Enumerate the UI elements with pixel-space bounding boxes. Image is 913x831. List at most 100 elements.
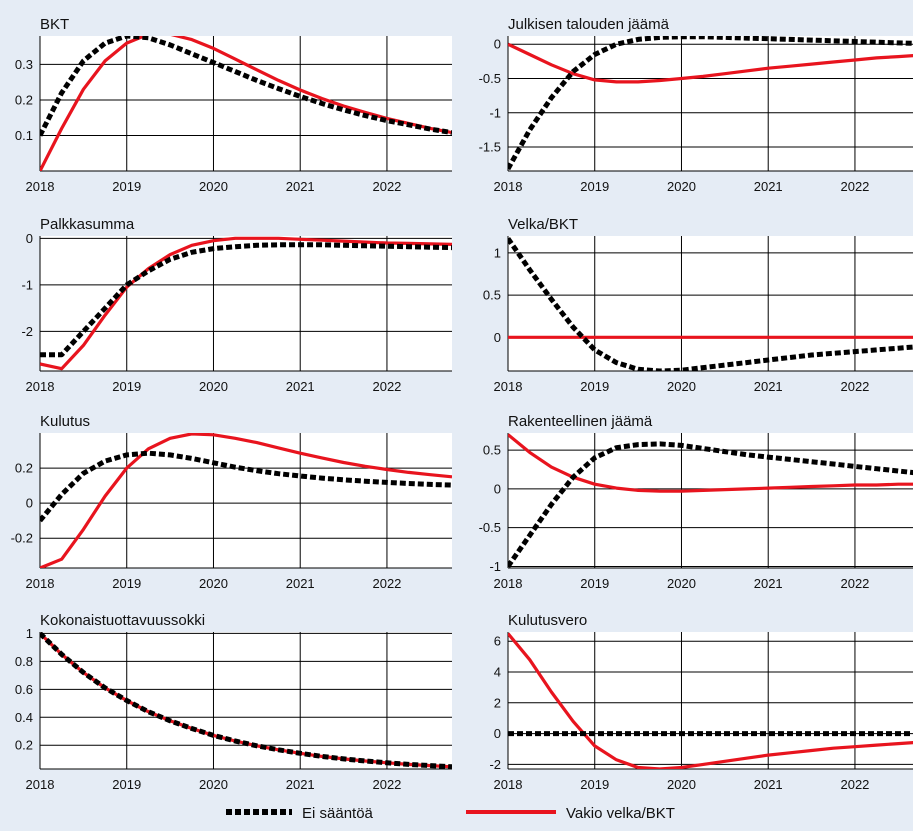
x-tick-label: 2019 bbox=[112, 179, 141, 194]
x-tick-label: 2022 bbox=[840, 179, 869, 194]
series-line-vakio-velka-bkt bbox=[40, 236, 452, 371]
plot-area bbox=[40, 433, 452, 568]
y-tick-label: 0 bbox=[494, 330, 501, 345]
panels: 2018 2019 2020 2021 2022 0.1 0.2 0.3 BKT 2018 2019… bbox=[11, 16, 913, 792]
x-tick-label: 2022 bbox=[840, 576, 869, 591]
y-tick-label: -2 bbox=[21, 324, 33, 339]
y-tick-label: -1 bbox=[489, 559, 501, 574]
plot-area bbox=[508, 236, 913, 371]
panel-title: Kokonaistuottavuussokki bbox=[40, 612, 205, 629]
x-tick-label: 2018 bbox=[26, 576, 55, 591]
x-tick-label: 2021 bbox=[286, 379, 315, 394]
y-tick-label: 0 bbox=[26, 231, 33, 246]
series-line-vakio-velka-bkt bbox=[508, 433, 913, 493]
plot-area bbox=[40, 632, 452, 769]
y-tick-label: 2 bbox=[494, 695, 501, 710]
y-tick-label: -0.5 bbox=[479, 520, 501, 535]
y-tick-label: 0 bbox=[494, 726, 501, 741]
x-tick-label: 2021 bbox=[754, 777, 783, 792]
x-tick-label: 2021 bbox=[754, 379, 783, 394]
x-tick-label: 2022 bbox=[840, 379, 869, 394]
plot-area bbox=[508, 433, 913, 568]
x-tick-label: 2019 bbox=[580, 576, 609, 591]
series-line-ei-saantoa bbox=[40, 242, 452, 358]
plot-area bbox=[40, 236, 452, 371]
chart-panel: 2018 2019 2020 2021 2022 -1 -0.5 0 0.5 Rakenteell… bbox=[479, 413, 913, 591]
x-tick-label: 2018 bbox=[26, 379, 55, 394]
x-tick-label: 2022 bbox=[372, 179, 401, 194]
chart-panel: 2018 2019 2020 2021 2022 0.1 0.2 0.3 BKT bbox=[15, 16, 452, 194]
y-tick-label: 0 bbox=[26, 496, 33, 511]
panel-title: Rakenteellinen jäämä bbox=[508, 413, 653, 430]
series-line-ei-saantoa bbox=[40, 632, 452, 769]
series-line-ei-saantoa bbox=[40, 36, 452, 137]
series-line-ei-saantoa bbox=[40, 450, 452, 523]
series-line-ei-saantoa bbox=[508, 36, 913, 171]
x-tick-label: 2018 bbox=[494, 379, 523, 394]
x-tick-label: 2020 bbox=[667, 777, 696, 792]
y-tick-label: 0.6 bbox=[15, 682, 33, 697]
x-tick-label: 2022 bbox=[840, 777, 869, 792]
x-tick-label: 2022 bbox=[372, 576, 401, 591]
x-tick-label: 2020 bbox=[199, 576, 228, 591]
chart-panel: 2018 2019 2020 2021 2022 -2 0 2 4 6 Kulutusvero bbox=[489, 612, 913, 792]
x-tick-label: 2019 bbox=[580, 379, 609, 394]
series-line-ei-saantoa bbox=[508, 237, 913, 371]
chart-panel: 2018 2019 2020 2021 2022 -2 -1 0 Palkkasumma bbox=[21, 216, 452, 394]
legend-label-ei-saantoa: Ei sääntöä bbox=[302, 805, 374, 822]
y-tick-label: 1 bbox=[494, 245, 501, 260]
y-tick-label: 0.2 bbox=[15, 738, 33, 753]
panel-title: BKT bbox=[40, 16, 69, 33]
x-tick-label: 2019 bbox=[580, 179, 609, 194]
panel-title: Kulutus bbox=[40, 413, 90, 430]
x-tick-label: 2022 bbox=[372, 379, 401, 394]
x-tick-label: 2021 bbox=[754, 179, 783, 194]
x-tick-label: 2020 bbox=[199, 179, 228, 194]
y-tick-label: -0.2 bbox=[11, 531, 33, 546]
chart-panel: 2018 2019 2020 2021 2022 0.2 0.4 0.6 0.8 1 Kokonai… bbox=[15, 612, 452, 792]
x-tick-label: 2020 bbox=[199, 777, 228, 792]
x-tick-label: 2020 bbox=[199, 379, 228, 394]
plot-area bbox=[40, 36, 452, 171]
x-tick-label: 2020 bbox=[667, 179, 696, 194]
x-tick-label: 2018 bbox=[494, 179, 523, 194]
y-tick-label: 0.5 bbox=[483, 443, 501, 458]
y-tick-label: 0.3 bbox=[15, 57, 33, 72]
y-tick-label: -1 bbox=[489, 105, 501, 120]
x-tick-label: 2018 bbox=[494, 576, 523, 591]
panel-title: Kulutusvero bbox=[508, 612, 587, 629]
panel-title: Velka/BKT bbox=[508, 216, 578, 233]
chart-panel: 2018 2019 2020 2021 2022 -0.2 0 0.2 Kulutus bbox=[11, 413, 452, 591]
x-tick-label: 2020 bbox=[667, 576, 696, 591]
x-tick-label: 2019 bbox=[112, 777, 141, 792]
x-tick-label: 2019 bbox=[580, 777, 609, 792]
x-tick-label: 2019 bbox=[112, 576, 141, 591]
y-tick-label: 0 bbox=[494, 37, 501, 52]
legend-label-vakio-velka-bkt: Vakio velka/BKT bbox=[566, 805, 675, 822]
y-tick-label: -2 bbox=[489, 757, 501, 772]
y-tick-label: 0.8 bbox=[15, 654, 33, 669]
y-tick-label: 4 bbox=[494, 665, 501, 680]
y-tick-label: 0.2 bbox=[15, 92, 33, 107]
series-line-vakio-velka-bkt bbox=[508, 42, 913, 84]
panel-title: Julkisen talouden jäämä bbox=[508, 16, 670, 33]
y-tick-label: 0.2 bbox=[15, 461, 33, 476]
x-tick-label: 2021 bbox=[286, 179, 315, 194]
x-tick-label: 2020 bbox=[667, 379, 696, 394]
series-line-ei-saantoa bbox=[508, 441, 913, 568]
x-tick-label: 2021 bbox=[286, 777, 315, 792]
y-tick-label: -1 bbox=[21, 277, 33, 292]
y-tick-label: 0.1 bbox=[15, 128, 33, 143]
y-tick-label: 0.5 bbox=[483, 288, 501, 303]
y-tick-label: 0.4 bbox=[15, 710, 33, 725]
chart-panel: 2018 2019 2020 2021 2022 -1.5 -1 -0.5 0 Julkisen … bbox=[479, 16, 913, 194]
y-tick-label: 0 bbox=[494, 481, 501, 496]
y-tick-label: 1 bbox=[26, 626, 33, 641]
series-line-vakio-velka-bkt bbox=[40, 433, 452, 568]
y-tick-label: 6 bbox=[494, 634, 501, 649]
x-tick-label: 2018 bbox=[26, 179, 55, 194]
x-tick-label: 2018 bbox=[26, 777, 55, 792]
x-tick-label: 2018 bbox=[494, 777, 523, 792]
x-tick-label: 2021 bbox=[754, 576, 783, 591]
